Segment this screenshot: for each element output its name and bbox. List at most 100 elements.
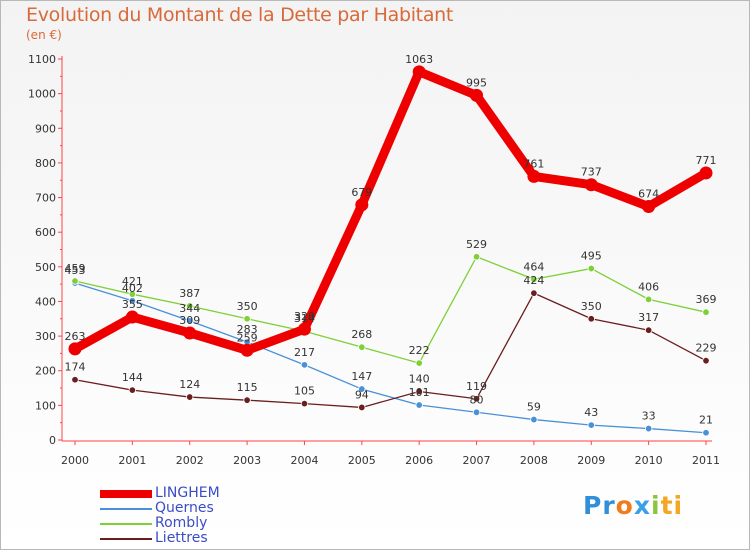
data-label: 124 xyxy=(179,378,200,391)
data-label: 80 xyxy=(470,393,484,406)
series-line-rombly xyxy=(74,256,707,364)
data-point xyxy=(470,88,484,102)
x-tick-label: 2005 xyxy=(348,454,376,467)
data-point xyxy=(297,322,311,336)
data-label: 674 xyxy=(638,188,659,201)
data-label: 101 xyxy=(409,386,430,399)
data-label: 350 xyxy=(237,300,258,313)
data-point xyxy=(472,253,481,261)
series-line-linghem xyxy=(70,67,711,355)
data-label: 174 xyxy=(65,361,86,374)
data-point xyxy=(702,356,710,365)
legend-label: LINGHEM xyxy=(155,485,220,501)
data-label: 761 xyxy=(523,157,544,170)
series-line-liettres xyxy=(74,292,707,409)
data-label: 495 xyxy=(581,250,602,263)
data-label: 320 xyxy=(294,310,315,323)
legend-swatch xyxy=(100,523,152,525)
data-point xyxy=(644,424,653,433)
data-point xyxy=(358,343,366,351)
data-point xyxy=(702,308,710,316)
data-point xyxy=(415,387,423,396)
data-label: 1063 xyxy=(405,53,433,66)
data-label: 424 xyxy=(523,274,544,287)
legend-swatch xyxy=(100,490,152,498)
data-point xyxy=(587,421,595,429)
y-tick-label: 500 xyxy=(35,261,56,274)
data-point xyxy=(584,178,598,192)
x-tick-label: 2000 xyxy=(61,454,89,467)
data-point xyxy=(358,385,366,393)
data-label: 464 xyxy=(523,260,544,273)
data-label: 737 xyxy=(581,166,602,179)
data-point xyxy=(186,302,194,310)
legend-swatch xyxy=(100,508,152,510)
legend-label: Quernes xyxy=(155,500,214,516)
x-tick-label: 2004 xyxy=(290,454,318,467)
data-point xyxy=(472,395,481,403)
x-tick-label: 2002 xyxy=(176,454,204,467)
data-label: 995 xyxy=(466,76,487,89)
data-point xyxy=(472,408,481,416)
data-point xyxy=(415,359,423,367)
x-tick-label: 2009 xyxy=(577,454,605,467)
data-point xyxy=(644,326,653,334)
data-point xyxy=(527,169,541,183)
logo-part: Pr xyxy=(583,491,616,520)
series-lines xyxy=(70,67,711,434)
data-point xyxy=(125,310,139,324)
data-label: 402 xyxy=(122,282,143,295)
series-line-quernes xyxy=(74,282,707,434)
data-point xyxy=(699,166,713,180)
data-label: 406 xyxy=(638,280,659,293)
logo-part: x xyxy=(633,491,651,520)
data-label: 140 xyxy=(409,373,430,386)
x-tick-label: 2008 xyxy=(520,454,548,467)
data-label: 115 xyxy=(237,381,258,394)
data-label: 459 xyxy=(65,262,86,275)
series-points xyxy=(68,65,713,437)
logo-part: ti xyxy=(660,491,684,520)
y-tick-label: 700 xyxy=(35,192,56,205)
y-tick-label: 400 xyxy=(35,295,56,308)
data-point xyxy=(71,277,79,285)
data-label: 43 xyxy=(584,406,598,419)
proxiti-logo: Proxiti xyxy=(583,491,683,520)
data-label: 421 xyxy=(122,275,143,288)
data-labels: 453 402 344 283 217 147 101 80 59 43 33 21 459 421 387… xyxy=(65,53,717,427)
x-tick-label: 2007 xyxy=(463,454,491,467)
x-tick-label: 2010 xyxy=(635,454,663,467)
legend-label: Liettres xyxy=(155,530,208,546)
y-tick-label: 900 xyxy=(35,122,56,135)
data-label: 229 xyxy=(696,342,717,355)
axes: 0 100 200 300 400 500 600 700 800 900 1000 1100 2000… xyxy=(28,53,720,467)
data-label: 119 xyxy=(466,380,487,393)
y-tick-label: 300 xyxy=(35,330,56,343)
data-label: 309 xyxy=(179,314,200,327)
chart-title: Evolution du Montant de la Dette par Hab… xyxy=(26,4,454,26)
data-label: 387 xyxy=(179,287,200,300)
x-tick-label: 2011 xyxy=(692,454,720,467)
data-point xyxy=(128,290,137,298)
data-label: 771 xyxy=(696,154,717,167)
y-tick-label: 1100 xyxy=(28,53,56,66)
data-label: 369 xyxy=(696,293,717,306)
data-label: 355 xyxy=(122,298,143,311)
data-point xyxy=(68,342,82,356)
data-label: 350 xyxy=(581,300,602,313)
data-point xyxy=(587,264,595,273)
data-point xyxy=(644,295,653,304)
data-point xyxy=(186,393,194,401)
data-point xyxy=(240,343,254,357)
x-tick-label: 2006 xyxy=(405,454,433,467)
data-point xyxy=(300,399,309,408)
data-label: 59 xyxy=(527,401,541,414)
logo-part: o xyxy=(615,491,634,520)
data-point xyxy=(415,401,423,409)
y-tick-label: 1000 xyxy=(28,88,56,101)
data-label: 259 xyxy=(237,331,258,344)
data-label: 263 xyxy=(65,330,86,343)
data-point xyxy=(587,315,595,323)
